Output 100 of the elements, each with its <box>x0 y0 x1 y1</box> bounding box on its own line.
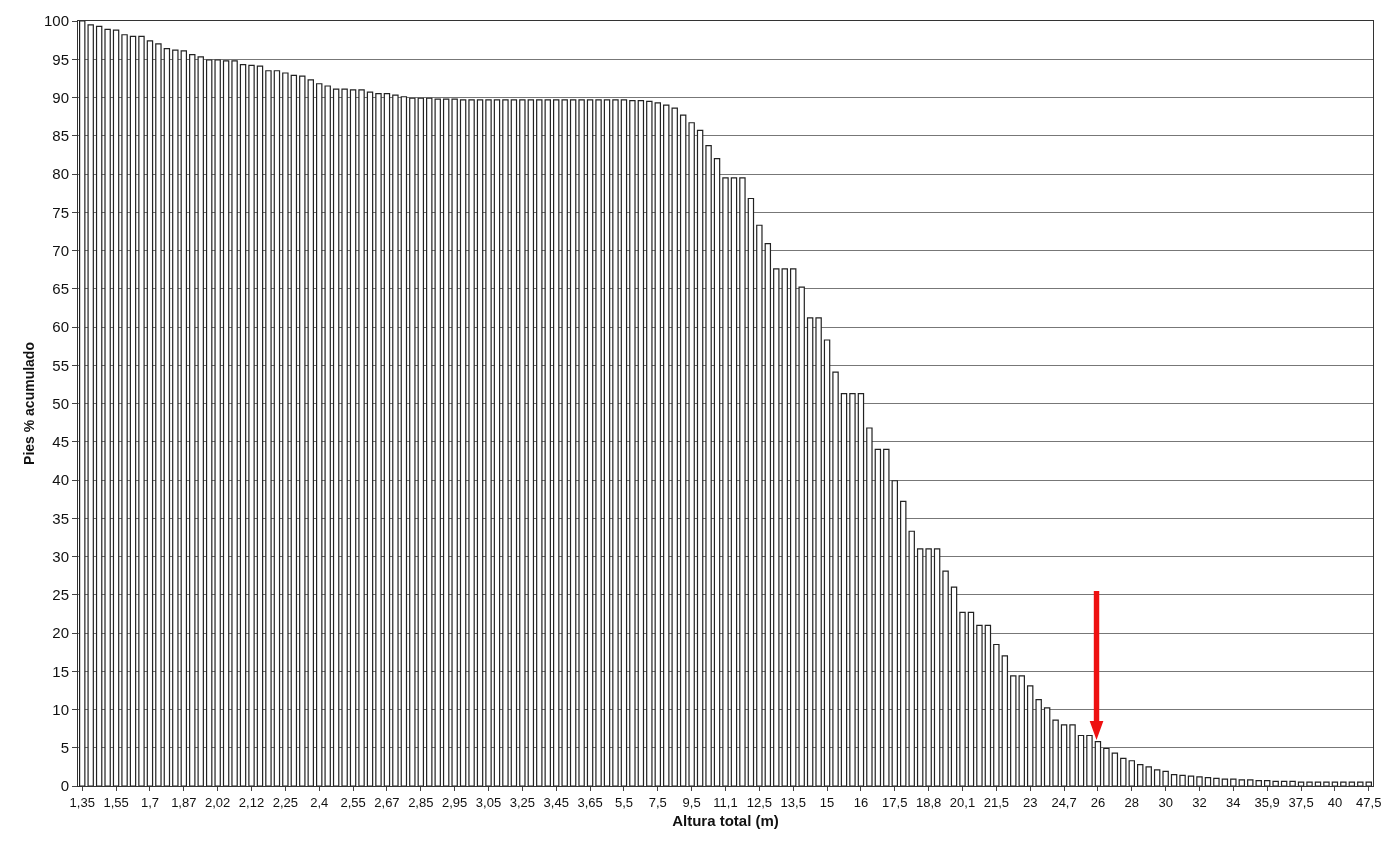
y-tick-label: 80 <box>52 165 69 183</box>
bar <box>679 114 687 786</box>
bar <box>1153 769 1161 786</box>
x-tick-label: 21,5 <box>983 794 1010 810</box>
x-tick-label: 30 <box>1158 794 1173 810</box>
x-tick-label: 35,9 <box>1254 794 1280 810</box>
bar <box>1204 776 1212 786</box>
y-tick-label: 20 <box>52 624 69 642</box>
bar <box>891 480 898 786</box>
bar <box>451 98 458 786</box>
bar <box>1306 781 1313 786</box>
x-tick-label: 2,4 <box>310 794 329 810</box>
y-tick-label: 60 <box>52 318 69 336</box>
bar <box>1043 707 1051 786</box>
bar <box>375 93 382 786</box>
bar <box>485 99 492 786</box>
bar <box>417 97 425 786</box>
bar <box>942 570 949 786</box>
bar <box>1213 777 1220 786</box>
y-tick-label: 35 <box>52 509 69 527</box>
x-tick-label: 3,25 <box>509 794 536 810</box>
bar <box>519 99 526 786</box>
bar <box>1052 719 1059 786</box>
bar <box>1128 760 1135 786</box>
bar <box>95 25 103 786</box>
y-tick-label: 65 <box>52 280 69 297</box>
bar <box>620 99 628 786</box>
bar <box>849 392 856 786</box>
x-tick-label: 2,85 <box>408 794 434 810</box>
bar <box>1086 734 1093 786</box>
bar <box>205 59 213 786</box>
bar <box>722 177 729 786</box>
bar <box>713 158 721 786</box>
bar <box>646 100 653 786</box>
bar <box>874 448 882 786</box>
x-tick-label: 23 <box>1022 794 1038 810</box>
bar <box>459 99 467 786</box>
x-tick-label: 12,5 <box>746 794 773 810</box>
bar <box>933 548 941 786</box>
bar <box>146 40 154 786</box>
bar <box>883 448 890 786</box>
y-tick-label: 0 <box>60 777 69 795</box>
bar <box>172 49 179 786</box>
bar <box>756 224 763 786</box>
x-tick-label: 2,95 <box>441 794 468 810</box>
x-tick-label: 24,7 <box>1051 794 1077 810</box>
bar <box>569 99 577 786</box>
x-tick-label: 15 <box>819 794 835 810</box>
bar <box>1196 776 1203 786</box>
bar <box>163 47 171 786</box>
bar <box>400 96 408 786</box>
bar <box>1263 780 1271 786</box>
y-tick-label: 40 <box>52 471 69 489</box>
y-tick-label: 45 <box>52 433 69 450</box>
y-tick-label: 25 <box>52 586 69 603</box>
bar <box>806 317 814 786</box>
bar <box>442 98 450 786</box>
x-tick-label: 18,8 <box>915 794 942 810</box>
x-tick-label: 7,5 <box>648 794 667 810</box>
x-tick-label: 26 <box>1090 794 1106 810</box>
bar <box>612 99 619 786</box>
bar <box>1094 741 1102 786</box>
y-tick-label: 30 <box>52 547 69 565</box>
bar <box>248 64 255 786</box>
bar <box>1170 773 1178 786</box>
x-tick-label: 2,55 <box>340 794 366 810</box>
x-tick-label: 28 <box>1124 794 1139 810</box>
bar <box>1026 685 1034 786</box>
bar <box>1272 780 1279 786</box>
bar <box>840 392 848 786</box>
y-tick-label: 5 <box>60 739 69 756</box>
bar <box>129 35 137 786</box>
y-tick-label: 50 <box>52 394 69 412</box>
bar <box>561 99 568 786</box>
bar <box>349 89 357 786</box>
x-tick-label: 11,1 <box>713 794 738 810</box>
x-tick-label: 2,02 <box>205 794 231 810</box>
bar <box>332 88 340 786</box>
bar <box>1103 747 1110 786</box>
bar <box>1179 774 1186 786</box>
bar <box>984 624 992 786</box>
bar <box>1069 724 1076 786</box>
bar <box>282 72 289 786</box>
bar <box>654 102 662 786</box>
bar <box>832 371 839 786</box>
bar <box>476 99 484 786</box>
bar <box>1060 724 1068 786</box>
x-tick-label: 3,65 <box>577 794 603 810</box>
y-tick-label: 55 <box>52 356 69 374</box>
bar <box>1340 781 1347 786</box>
bar <box>578 99 585 786</box>
bar <box>993 643 1000 786</box>
bar <box>916 548 924 786</box>
bar <box>629 99 636 786</box>
x-tick-label: 1,35 <box>69 794 95 810</box>
bar <box>256 65 264 786</box>
bar <box>180 50 188 786</box>
bar <box>1323 781 1330 786</box>
x-tick-label: 1,55 <box>103 794 129 810</box>
bar <box>392 94 399 786</box>
